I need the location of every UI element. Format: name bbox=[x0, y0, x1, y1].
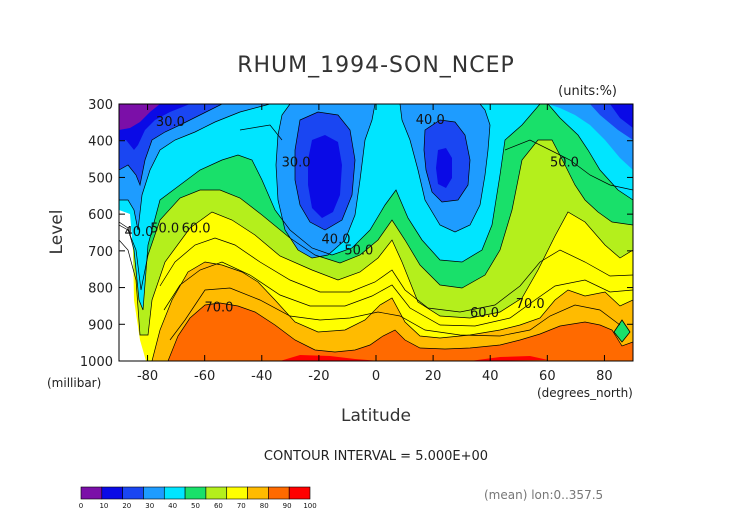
contour-label: 70.0 bbox=[204, 300, 233, 315]
y-tick-label: 300 bbox=[88, 98, 113, 113]
x-axis: -80 -60 -40 -20 0 20 40 60 80 bbox=[137, 104, 613, 384]
contour-label: 70.0 bbox=[516, 297, 545, 312]
y-axis: 300 400 500 600 700 800 900 1000 bbox=[80, 98, 633, 370]
contour-label: 30.0 bbox=[282, 155, 311, 170]
colorbar-swatch bbox=[184, 486, 207, 500]
colorbar-tick-label: 20 bbox=[122, 502, 131, 510]
x-tick-label: -60 bbox=[194, 369, 215, 384]
y-tick-label: 1000 bbox=[80, 355, 113, 370]
colorbar-swatch bbox=[288, 486, 311, 500]
colorbar-tick-label: 100 bbox=[303, 502, 316, 510]
colorbar-swatch bbox=[143, 486, 165, 500]
y-axis-label: Level bbox=[47, 210, 67, 255]
contour-label: 50.0 bbox=[150, 222, 179, 237]
contour-label: 60.0 bbox=[470, 306, 499, 321]
colorbar-tick-label: 10 bbox=[99, 502, 108, 510]
colorbar-swatch bbox=[247, 486, 269, 500]
y-tick-label: 400 bbox=[88, 135, 113, 150]
band-90 bbox=[119, 303, 633, 361]
contour-label: 30.0 bbox=[156, 115, 185, 130]
band-0 bbox=[119, 104, 160, 130]
x-tick-label: 20 bbox=[425, 369, 442, 384]
x-tick-label: 80 bbox=[596, 369, 613, 384]
x-tick-label: -20 bbox=[308, 369, 329, 384]
y-tick-label: 800 bbox=[88, 282, 113, 297]
colorbar-tick-label: 50 bbox=[191, 502, 200, 510]
x-tick-label: -80 bbox=[137, 369, 158, 384]
colorbar-tick-label: 60 bbox=[214, 502, 223, 510]
colorbar-swatch bbox=[226, 486, 248, 500]
y-tick-label: 900 bbox=[88, 318, 113, 333]
contour-labels: 30.0 40.030.0 50.040.050.0 60.040.050.070.0… bbox=[125, 113, 579, 321]
colorbar-tick-label: 0 bbox=[79, 502, 83, 510]
colorbar-swatch bbox=[122, 486, 144, 500]
contour-label: 60.0 bbox=[182, 222, 211, 237]
colorbar-swatch bbox=[163, 486, 186, 500]
contour-label: 50.0 bbox=[344, 244, 373, 259]
y-unit-label: (millibar) bbox=[47, 376, 101, 390]
contour-lines bbox=[119, 104, 633, 361]
contour-fill bbox=[119, 104, 633, 361]
colorbar-tick-label: 80 bbox=[260, 502, 269, 510]
contour-interval-text: CONTOUR INTERVAL = 5.000E+00 bbox=[264, 449, 488, 464]
y-tick-label: 500 bbox=[88, 171, 113, 186]
x-tick-label: -40 bbox=[251, 369, 272, 384]
contour-label: 40.0 bbox=[416, 113, 445, 128]
colorbar-tick-label: 40 bbox=[168, 502, 177, 510]
x-tick-label: 60 bbox=[539, 369, 556, 384]
colorbar-swatch bbox=[268, 486, 290, 500]
mean-text: (mean) lon:0..357.5 bbox=[484, 488, 603, 502]
x-unit-label: (degrees_north) bbox=[537, 386, 633, 400]
colorbar-tick-label: 90 bbox=[283, 502, 292, 510]
contour-label: 50.0 bbox=[550, 155, 579, 170]
chart-title: RHUM_1994-SON_NCEP bbox=[237, 53, 515, 78]
colorbar-swatch bbox=[80, 486, 103, 500]
band-20 bbox=[119, 104, 633, 230]
x-tick-label: 0 bbox=[372, 369, 380, 384]
colorbar-tick-label: 30 bbox=[145, 502, 154, 510]
x-tick-label: 40 bbox=[482, 369, 499, 384]
colorbar-swatch bbox=[101, 486, 123, 500]
contour-label: 40.0 bbox=[125, 225, 154, 240]
units-label: (units:%) bbox=[558, 84, 617, 99]
colorbar: 0 10 20 30 40 50 60 70 80 90 100 bbox=[79, 486, 317, 510]
y-tick-label: 700 bbox=[88, 245, 113, 260]
colorbar-tick-label: 70 bbox=[237, 502, 246, 510]
contour-label: 40.0 bbox=[322, 233, 351, 248]
y-tick-label: 600 bbox=[88, 208, 113, 223]
band-100 bbox=[280, 355, 548, 361]
x-axis-label: Latitude bbox=[341, 406, 411, 426]
band-40 bbox=[119, 104, 633, 310]
local-max-diamond bbox=[613, 319, 631, 343]
colorbar-swatch bbox=[205, 486, 228, 500]
